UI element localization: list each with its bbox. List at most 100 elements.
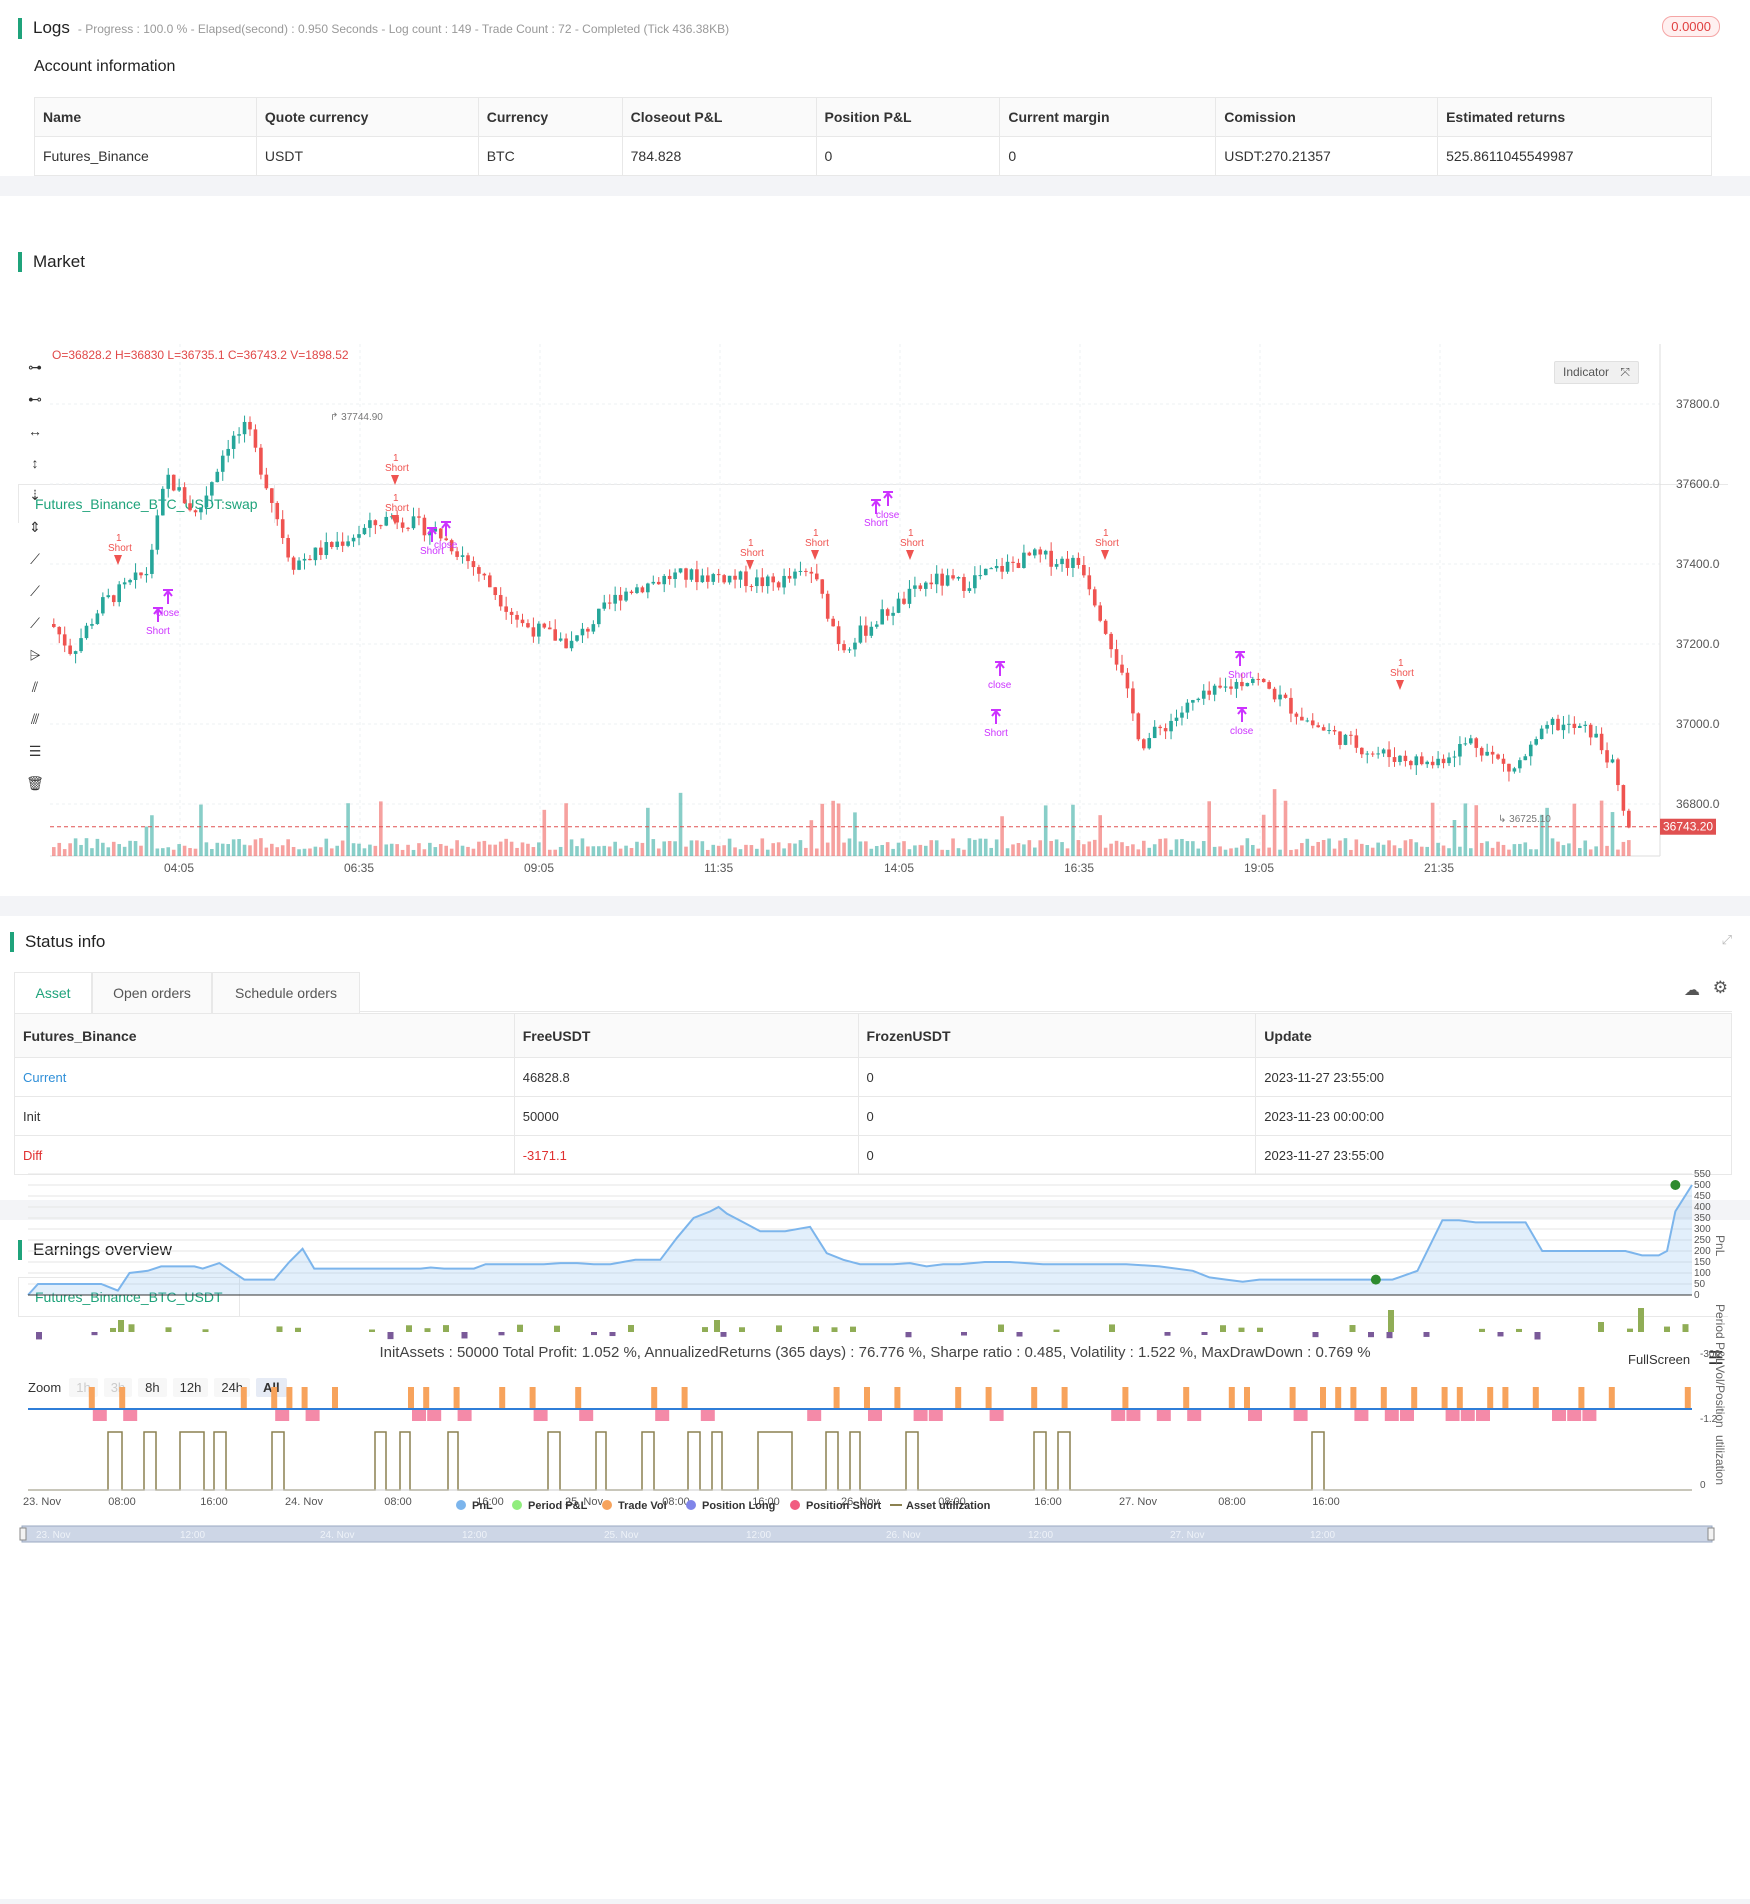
candle (1229, 678, 1233, 695)
navigator-tick: 12:00 (1028, 1530, 1053, 1541)
horizontal-ray-icon[interactable]: ⊷ (28, 391, 42, 407)
legend-item[interactable]: Asset utilization (890, 1500, 991, 1512)
vertical-ray-icon[interactable]: ⇣ (29, 487, 41, 503)
candle (1588, 722, 1593, 746)
candle (700, 568, 705, 584)
trade-vol-bar (1244, 1387, 1250, 1409)
volume-bar (90, 848, 94, 856)
low-label: ↳ 36725.10 (1498, 814, 1551, 825)
horizontal-line-icon[interactable]: ⊶ (28, 359, 42, 375)
earnings-chart-main[interactable]: 550 500 450 400 350 300 250 200 150 100 50 0 PnL -300… (0, 1160, 1750, 1899)
account-cell: 784.828 (621, 136, 817, 176)
indicator-button[interactable]: Indicator ⤧ (1554, 361, 1639, 384)
time-tick-label: 09:05 (524, 861, 554, 875)
fib-retracement-icon[interactable]: ☰ (28, 743, 42, 759)
volume-bar (291, 846, 296, 856)
volume-bar (1588, 849, 1593, 856)
price-line-icon[interactable]: ⩥ (29, 647, 41, 663)
volume-bar (613, 841, 617, 856)
candle (1251, 676, 1255, 686)
volume-bar (1196, 848, 1201, 856)
trade-vol-bar (1578, 1387, 1585, 1409)
parallel-channel-icon[interactable]: ⫽ (31, 679, 39, 695)
candle (537, 621, 541, 644)
fib-lines-icon[interactable]: ⫻ (30, 711, 40, 727)
expand-status-icon[interactable]: ⤢ (1721, 932, 1732, 947)
ray-line-icon[interactable]: ⟋ (30, 583, 40, 599)
vertical-line-icon[interactable]: ↕ (31, 455, 39, 471)
cloud-download-icon[interactable]: ☁ (1684, 982, 1700, 999)
candle (1120, 654, 1124, 676)
candle (362, 524, 367, 536)
candle (515, 611, 519, 628)
account-title: Account information (34, 58, 176, 75)
candle (1147, 732, 1152, 750)
volume-bar (744, 844, 748, 856)
asset-header-row: Futures_Binance FreeUSDT FrozenUSDT Update (14, 1013, 1732, 1058)
period-pnl-bar (406, 1325, 412, 1332)
period-pnl-bar (554, 1325, 560, 1332)
candlestick-svg[interactable]: 1Short1Short1Short1Short1Short1Short1Sho… (50, 344, 1720, 884)
candle (1392, 747, 1397, 767)
period-pnl-bar (276, 1326, 283, 1332)
navigator-left-handle[interactable] (19, 1527, 27, 1541)
earnings-panes-svg[interactable]: 550500450400350300250200150100500PnL-300… (0, 1160, 1750, 1899)
candle (575, 635, 579, 643)
legend-item[interactable]: PnL (456, 1500, 493, 1512)
candle (815, 563, 819, 582)
svg-text:Short: Short (1390, 668, 1414, 679)
candle (471, 556, 476, 576)
volume-bar (133, 841, 138, 856)
gear-icon[interactable]: ⚙ (1712, 978, 1728, 997)
legend-item[interactable]: Trade Vol (602, 1500, 667, 1512)
segment-line-icon[interactable]: ⟋ (30, 615, 40, 631)
trend-line-icon[interactable]: ⟋ (30, 551, 40, 567)
volume-bar (874, 846, 879, 856)
extended-line-icon[interactable]: ↔ (28, 423, 42, 439)
volume-bar (357, 843, 361, 856)
time-tick-label: 19:05 (1244, 861, 1274, 875)
pnl-tick-label: 100 (1694, 1268, 1711, 1279)
status-tabbar (14, 972, 1732, 1012)
zoom-12h-button[interactable]: 12h (172, 1378, 209, 1397)
trash-icon[interactable]: 🗑 (26, 775, 44, 791)
volume-bar (411, 849, 416, 856)
volume-bar (1305, 838, 1310, 856)
candle (171, 474, 176, 492)
legend-item[interactable]: Position Long (686, 1500, 775, 1512)
volume-bar (1523, 842, 1528, 856)
volume-bar (978, 838, 983, 856)
volume-bar (1185, 841, 1190, 856)
period-pnl-bar (776, 1325, 782, 1332)
legend-item[interactable]: Period P&L (512, 1500, 588, 1512)
svg-text:close: close (876, 510, 900, 521)
volume-bar (1414, 842, 1419, 856)
volume-bar (1381, 844, 1386, 856)
candle (1223, 677, 1228, 692)
tab-asset[interactable]: Asset (14, 972, 92, 1013)
candle (297, 557, 301, 571)
asset-cell: 50000 (513, 1096, 859, 1136)
navigator-mask[interactable] (21, 1525, 1713, 1543)
short-close-signal: Short (146, 607, 170, 637)
fullscreen-button[interactable]: FullScreen ☰ (1628, 1348, 1724, 1369)
volume-bar (493, 844, 498, 856)
volume-bar (389, 843, 394, 856)
volume-bar (1392, 845, 1397, 856)
candle (1300, 707, 1304, 721)
legend-item[interactable]: Position Short (790, 1500, 882, 1512)
tab-schedule-orders[interactable]: Schedule orders (212, 972, 360, 1013)
vertical-segment-icon[interactable]: ⇕ (29, 519, 41, 535)
volume-bar (913, 845, 917, 856)
navigator-right-handle[interactable] (1707, 1527, 1715, 1541)
volume-bar (689, 840, 694, 856)
tab-open-orders[interactable]: Open orders (92, 972, 212, 1013)
volume-bar (929, 840, 934, 856)
asset-cell: 0 (857, 1057, 1257, 1097)
market-chart[interactable]: 1 Short 1 Short 1 Short 1 Short 1 Short 1 Short 1 Sho… (50, 344, 1720, 884)
range-navigator[interactable]: 23. Nov 12:00 24. Nov 12:00 25. Nov 12:00 26. … (19, 1525, 1715, 1543)
zoom-8h-button[interactable]: 8h (138, 1378, 167, 1397)
menu-icon[interactable]: ☰ (1707, 1348, 1724, 1368)
account-table: Name Quote currency Currency Closeout P&L Po… (34, 97, 1712, 176)
